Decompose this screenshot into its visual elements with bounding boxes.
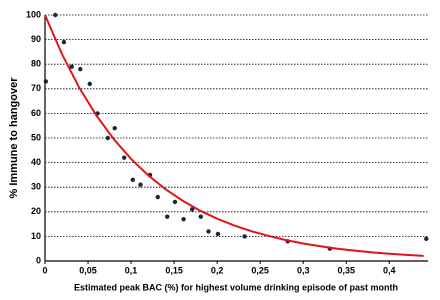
x-tick-label: 0,3 <box>297 265 310 275</box>
point <box>130 177 135 183</box>
x-tick-label: 0,15 <box>165 265 183 275</box>
y-tick-label: 60 <box>31 108 41 118</box>
x-tick-label: 0,1 <box>125 265 138 275</box>
point <box>206 229 211 234</box>
y-tick-label: 0 <box>36 255 41 265</box>
x-axis-label: Estimated peak BAC (%) for highest volum… <box>74 282 398 292</box>
x-tick-label: 0,35 <box>337 265 355 275</box>
point <box>121 155 127 160</box>
point <box>215 231 221 237</box>
y-tick-label: 100 <box>26 9 41 19</box>
x-tick-label: 0,4 <box>383 265 396 275</box>
point <box>424 236 429 242</box>
point <box>181 216 186 222</box>
y-tick-label: 90 <box>31 34 41 44</box>
point <box>165 214 170 219</box>
point <box>43 79 49 84</box>
point <box>112 125 117 131</box>
point <box>189 207 195 212</box>
point <box>242 234 247 239</box>
point <box>198 214 203 219</box>
y-tick-label: 40 <box>31 157 41 167</box>
point <box>105 135 111 141</box>
fit-curve <box>44 14 424 257</box>
point <box>87 81 92 87</box>
point <box>53 12 58 18</box>
x-tick-label: 0,2 <box>211 265 224 275</box>
point <box>172 199 178 205</box>
y-tick-label: 20 <box>31 206 41 216</box>
y-tick-label: 10 <box>31 231 41 241</box>
y-tick-label: 30 <box>31 182 41 192</box>
x-tick-label: 0,05 <box>79 265 97 275</box>
point <box>138 182 143 187</box>
y-tick-label: 70 <box>31 83 41 93</box>
point <box>155 194 160 200</box>
y-tick-label: 80 <box>31 59 41 69</box>
x-tick-label: 0 <box>42 265 47 275</box>
x-tick-label: 0,25 <box>251 265 269 275</box>
y-axis-label: % Immune to hangover <box>8 77 20 199</box>
point <box>78 66 83 72</box>
y-tick-label: 50 <box>31 132 41 142</box>
point <box>61 39 67 45</box>
point <box>69 64 74 69</box>
